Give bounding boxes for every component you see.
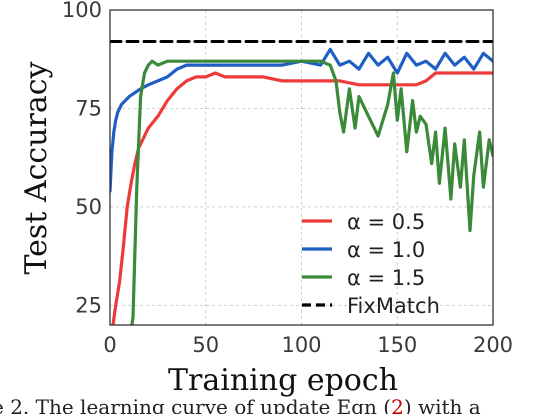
series-lines [110, 40, 493, 325]
caption-equation-link[interactable]: 2 [391, 395, 404, 414]
legend-label-0: α = 0.5 [347, 210, 425, 234]
legend-label-2: α = 1.5 [347, 266, 425, 290]
figure-caption: e 2. The learning curve of update Eqn (2… [0, 395, 481, 414]
series-line-2 [130, 59, 493, 325]
x-tick-label: 200 [473, 333, 513, 357]
x-tick-label: 0 [103, 333, 116, 357]
y-tick-label: 75 [75, 96, 102, 120]
legend-label-1: α = 1.0 [347, 238, 425, 262]
x-tick-label: 150 [377, 333, 417, 357]
x-tick-label: 100 [281, 333, 321, 357]
caption-before: e 2. The learning curve of update Eqn ( [0, 395, 391, 414]
y-axis-label: Test Accuracy [19, 61, 54, 274]
series-line-0 [111, 71, 493, 325]
tick-labels: 0 50 100 150 200 25 50 75 100 [62, 0, 513, 357]
y-tick-label: 50 [75, 195, 102, 219]
legend-label-3: FixMatch [347, 294, 440, 318]
plot-frame [109, 9, 494, 326]
y-tick-label: 25 [75, 293, 102, 317]
caption-after: ) with a [404, 395, 481, 414]
series-line-1 [110, 47, 493, 193]
grid-lines [109, 9, 494, 325]
y-tick-label: 100 [62, 0, 102, 22]
x-tick-label: 50 [192, 333, 219, 357]
legend: α = 0.5 α = 1.0 α = 1.5 FixMatch [302, 210, 440, 318]
axes [109, 9, 494, 326]
x-axis-label: Training epoch [168, 363, 398, 398]
